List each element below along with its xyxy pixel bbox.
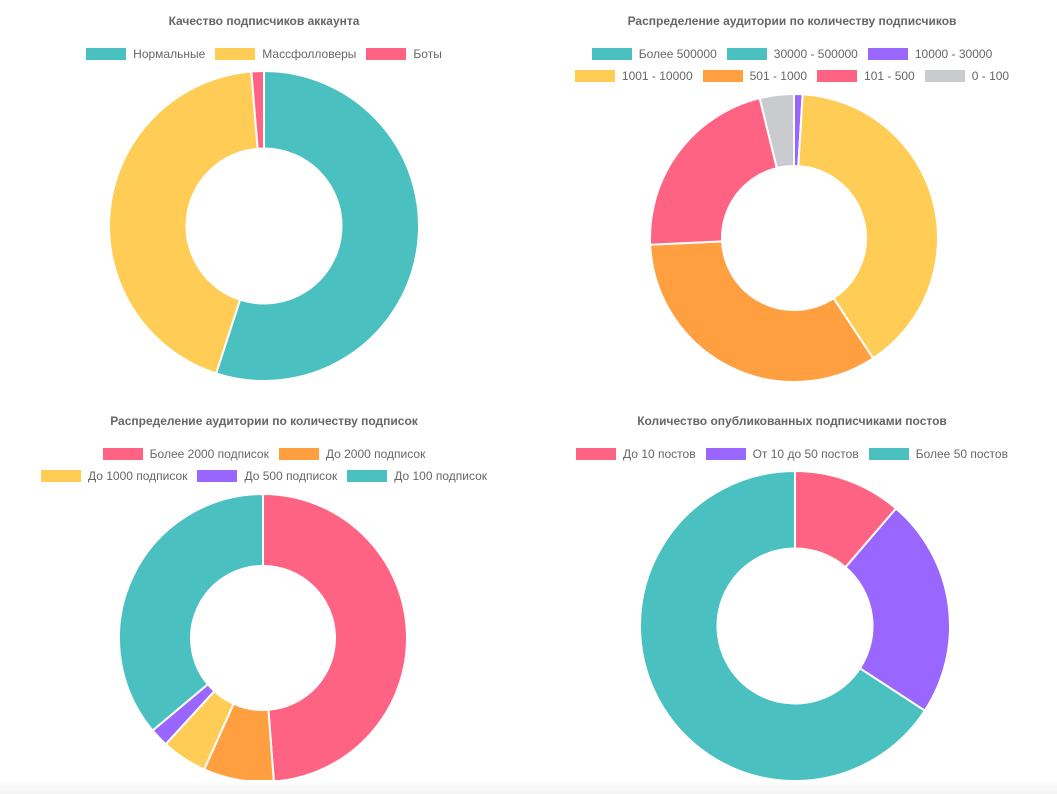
legend-item[interactable]: Массфолловеры <box>215 47 356 61</box>
legend-item[interactable]: 0 - 100 <box>924 69 1010 83</box>
chart-panel-followings-distribution: Распределение аудитории по количеству по… <box>0 397 528 794</box>
legend-label: 30000 - 500000 <box>773 47 858 61</box>
legend-item[interactable]: 501 - 1000 <box>702 69 808 83</box>
donut-slice-боты[interactable] <box>250 69 265 150</box>
legend-swatch <box>215 48 256 60</box>
chart-legend: Более 500000 30000 - 500000 10000 - 30000 … <box>528 43 1056 87</box>
legend-label: Массфолловеры <box>262 47 357 61</box>
legend-item[interactable]: Нормальные <box>86 47 205 61</box>
legend-label: До 2000 подписок <box>325 447 426 461</box>
legend-label: Более 500000 <box>638 47 717 61</box>
donut-chart <box>118 492 409 783</box>
legend-swatch <box>576 448 617 460</box>
legend-item[interactable]: Более 2000 подписок <box>102 447 269 461</box>
chart-title: Распределение аудитории по количеству по… <box>627 14 957 28</box>
donut-slice-501-1000[interactable] <box>649 240 875 383</box>
chart-title: Количество опубликованных подписчиками п… <box>637 414 947 428</box>
legend-swatch <box>86 48 127 60</box>
legend-swatch <box>702 70 743 82</box>
legend-label: До 1000 подписок <box>87 469 188 483</box>
chart-panel-posts-count: Количество опубликованных подписчиками п… <box>528 397 1056 794</box>
legend-label: Нормальные <box>133 47 206 61</box>
donut-slice-массфолловеры[interactable] <box>108 70 259 375</box>
legend-item[interactable]: 101 - 500 <box>817 69 915 83</box>
legend-label: 101 - 500 <box>864 69 915 83</box>
donut-slice-1001-10000[interactable] <box>797 93 939 360</box>
legend-swatch <box>347 470 388 482</box>
legend-swatch <box>574 70 615 82</box>
page-bottom-edge <box>0 780 1057 794</box>
chart-title: Распределение аудитории по количеству по… <box>110 414 418 428</box>
legend-swatch <box>591 48 632 60</box>
legend-label: Боты <box>413 47 442 61</box>
legend-item[interactable]: До 500 подписок <box>197 469 337 483</box>
legend-label: Более 50 постов <box>915 447 1008 461</box>
legend-label: До 500 подписок <box>244 469 338 483</box>
legend-item[interactable]: 10000 - 30000 <box>867 47 993 61</box>
legend-label: Более 2000 подписок <box>149 447 269 461</box>
legend-item[interactable]: От 10 до 50 постов <box>705 447 859 461</box>
legend-item[interactable]: 1001 - 10000 <box>574 69 693 83</box>
legend-swatch <box>867 48 908 60</box>
legend-item[interactable]: До 10 постов <box>576 447 696 461</box>
donut-slice-нормальные[interactable] <box>214 69 420 382</box>
chart-legend: Более 2000 подписок До 2000 подписок До 1… <box>0 443 528 487</box>
legend-label: 10000 - 30000 <box>914 47 993 61</box>
legend-label: 501 - 1000 <box>749 69 808 83</box>
legend-swatch <box>817 70 858 82</box>
donut-chart <box>649 92 939 383</box>
legend-swatch <box>40 470 81 482</box>
legend-label: До 100 подписок <box>394 469 488 483</box>
legend-item[interactable]: Боты <box>366 47 442 61</box>
legend-label: До 10 постов <box>623 447 696 461</box>
legend-swatch <box>366 48 407 60</box>
legend-swatch <box>102 448 143 460</box>
donut-slice-от-10-до-50-постов[interactable] <box>844 507 951 713</box>
donut-slice-0-100[interactable] <box>758 92 795 170</box>
legend-swatch <box>705 448 746 460</box>
legend-swatch <box>726 48 767 60</box>
legend-swatch <box>924 70 965 82</box>
chart-panel-account-quality: Качество подписчиков аккаунта Нормальные… <box>0 0 528 397</box>
legend-swatch <box>278 448 319 460</box>
legend-item[interactable]: Более 500000 <box>591 47 717 61</box>
donut-slice-101-500[interactable] <box>649 96 779 246</box>
chart-title: Качество подписчиков аккаунта <box>168 14 360 28</box>
legend-item[interactable]: 30000 - 500000 <box>726 47 858 61</box>
legend-label: 0 - 100 <box>971 69 1010 83</box>
chart-panel-followers-distribution: Распределение аудитории по количеству по… <box>528 0 1056 397</box>
legend-item[interactable]: До 2000 подписок <box>278 447 426 461</box>
legend-item[interactable]: До 100 подписок <box>347 469 487 483</box>
legend-label: От 10 до 50 постов <box>752 447 859 461</box>
chart-legend: До 10 постов От 10 до 50 постов Более 50 п… <box>528 443 1056 465</box>
donut-chart <box>639 469 951 782</box>
legend-swatch <box>197 470 238 482</box>
donut-chart <box>108 69 420 382</box>
legend-label: 1001 - 10000 <box>621 69 693 83</box>
donut-slice-более-50-постов[interactable] <box>639 469 927 782</box>
donut-slice-более-2000-подписок[interactable] <box>262 492 409 783</box>
chart-legend: Нормальные Массфолловеры Боты <box>0 43 528 65</box>
donut-slice-до-100-подписок[interactable] <box>118 492 264 732</box>
legend-item[interactable]: До 1000 подписок <box>40 469 188 483</box>
legend-swatch <box>868 448 909 460</box>
legend-item[interactable]: Более 50 постов <box>868 447 1008 461</box>
